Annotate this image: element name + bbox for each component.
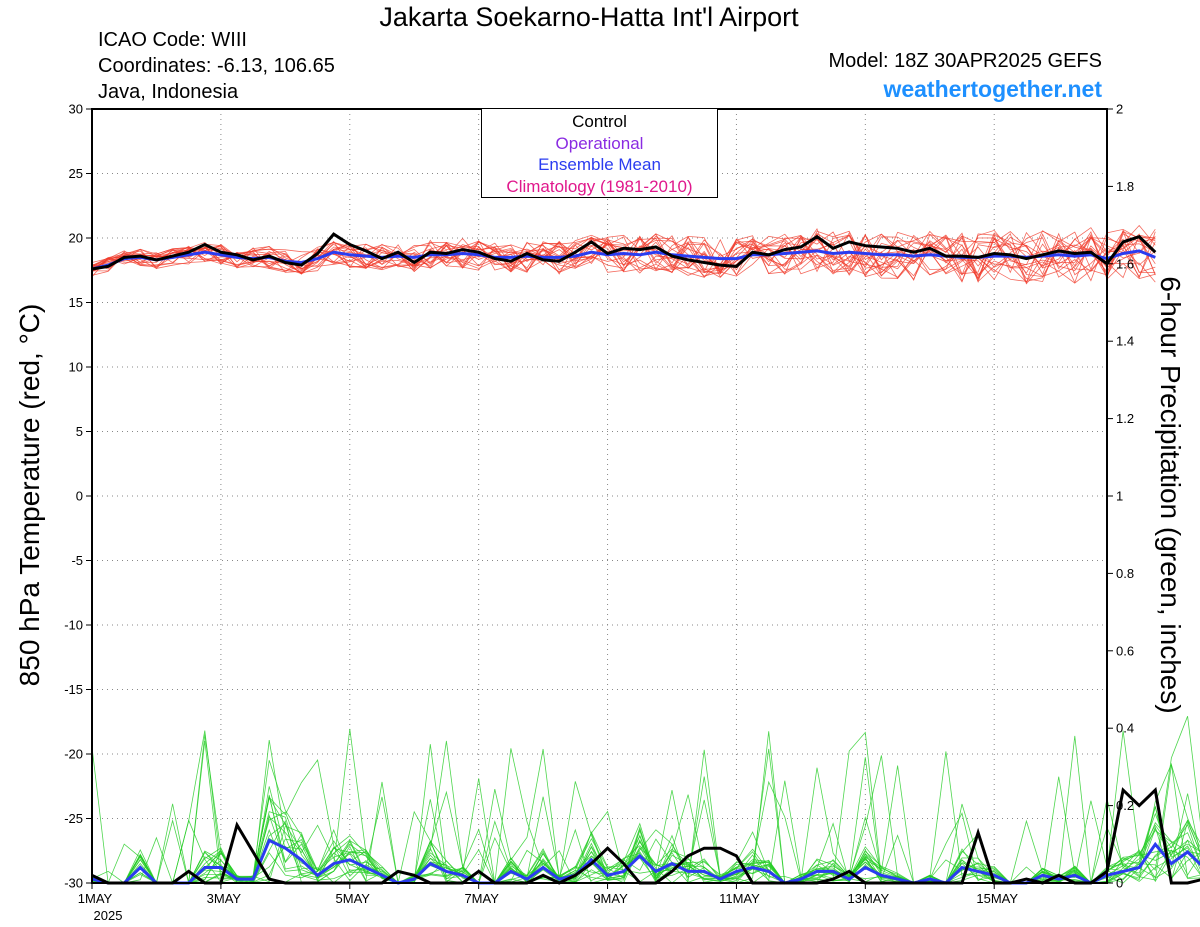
region: Java, Indonesia [98, 81, 239, 103]
y-left-tick-label: -10 [64, 618, 83, 633]
legend-control: Control [572, 112, 627, 131]
y-left-tick-label: 25 [69, 166, 83, 181]
site-link[interactable]: weathertogether.net [883, 76, 1102, 102]
y-right-tick-label: 2 [1116, 102, 1123, 117]
y-right-tick-label: 0.4 [1116, 721, 1134, 736]
y-right-tick-label: 1 [1116, 489, 1123, 504]
precip-member-line [91, 812, 1200, 884]
y-left-tick-label: 0 [76, 489, 83, 504]
y-right-tick-label: 1.2 [1116, 411, 1134, 426]
coordinates: Coordinates: -6.13, 106.65 [98, 55, 335, 77]
y-right-tick-label: 1.6 [1116, 256, 1134, 271]
y-right-tick-label: 1.8 [1116, 179, 1134, 194]
temperature-member-line [91, 228, 1156, 279]
temperature-member-line [91, 231, 1156, 284]
y-left-tick-label: -5 [71, 553, 83, 568]
legend-climatology: Climatology (1981-2010) [506, 176, 693, 196]
x-tick-label: 13MAY [847, 891, 889, 906]
temperature-control-line [91, 232, 1157, 271]
x-tick-label: 7MAY [464, 891, 499, 906]
y-left-tick-label: -30 [64, 876, 83, 891]
x-tick-label: 5MAY [336, 891, 371, 906]
y-left-tick-label: -15 [64, 682, 83, 697]
y-right-tick-label: 1.4 [1116, 334, 1134, 349]
x-tick-label: 1MAY [78, 891, 113, 906]
legend-operational: Operational [555, 133, 644, 153]
temperature-member-line [91, 235, 1156, 279]
y-right-tick-label: 0.6 [1116, 643, 1134, 658]
x-tick-label: 3MAY [207, 891, 242, 906]
y-right-tick-label: 0.2 [1116, 798, 1134, 813]
y-left-tick-label: 5 [76, 424, 83, 439]
temperature-member-line [92, 224, 1156, 283]
model-run: Model: 18Z 30APR2025 GEFS [828, 50, 1102, 72]
x-tick-label: 9MAY [593, 891, 628, 906]
y-right-tick-label: 0 [1116, 876, 1123, 891]
temperature-member-line [91, 229, 1156, 277]
legend-ensemble-mean: Ensemble Mean [538, 155, 661, 174]
temperature-member-line [91, 227, 1156, 281]
y-left-tick-label: 20 [69, 231, 83, 246]
y-left-tick-label: 15 [69, 295, 83, 310]
y-left-tick-label: -25 [64, 811, 83, 826]
y-left-tick-label: -20 [64, 747, 83, 762]
icao-code: ICAO Code: WIII [98, 29, 247, 51]
precip-member-line [91, 751, 1200, 884]
y-left-tick-label: 10 [69, 360, 83, 375]
y-right-tick-label: 0.8 [1116, 566, 1134, 581]
x-tick-label: 15MAY [976, 891, 1018, 906]
plot-frame [91, 108, 1108, 884]
x-tick-label: 11MAY [719, 891, 760, 906]
chart-title: Jakarta Soekarno-Hatta Int'l Airport [379, 2, 799, 32]
temperature-member-line [91, 228, 1156, 276]
legend: Control Operational Ensemble Mean Climat… [481, 108, 718, 198]
x-year-label: 2025 [94, 908, 123, 923]
y-left-tick-label: 30 [69, 102, 83, 117]
temperature-member-line [91, 230, 1156, 285]
temperature-member-line [91, 234, 1156, 277]
